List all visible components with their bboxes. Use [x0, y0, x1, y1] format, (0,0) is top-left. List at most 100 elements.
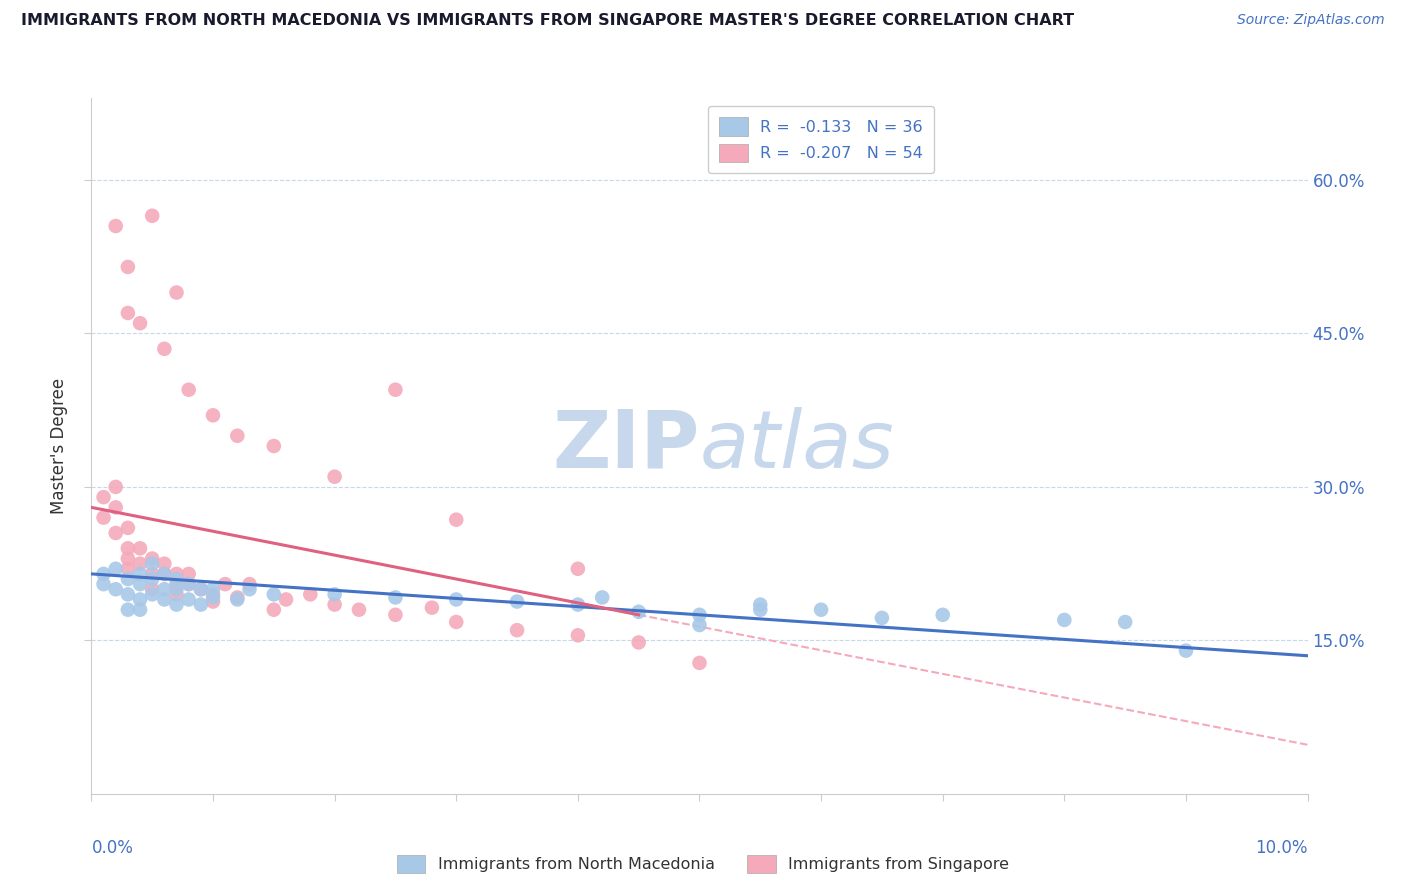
Point: [141, 587, 163, 601]
Point: [323, 469, 346, 483]
Point: [129, 577, 152, 591]
Text: 10.0%: 10.0%: [1256, 839, 1308, 857]
Point: [117, 306, 139, 320]
Point: [1114, 615, 1136, 629]
Point: [93, 566, 115, 581]
Point: [323, 587, 346, 601]
Point: [567, 628, 589, 642]
Point: [153, 557, 176, 571]
Point: [506, 623, 529, 637]
Point: [238, 582, 260, 597]
Text: 0.0%: 0.0%: [91, 839, 134, 857]
Point: [117, 541, 139, 556]
Text: ZIP: ZIP: [553, 407, 699, 485]
Point: [506, 594, 529, 608]
Point: [202, 409, 225, 423]
Point: [166, 582, 188, 597]
Point: [627, 605, 650, 619]
Point: [153, 342, 176, 356]
Point: [214, 577, 236, 591]
Point: [141, 551, 163, 566]
Point: [177, 592, 200, 607]
Point: [1053, 613, 1076, 627]
Point: [444, 615, 467, 629]
Point: [93, 490, 115, 504]
Point: [153, 566, 176, 581]
Point: [117, 587, 139, 601]
Point: [104, 562, 127, 576]
Point: [931, 607, 953, 622]
Point: [688, 656, 710, 670]
Point: [104, 500, 127, 515]
Point: [177, 383, 200, 397]
Point: [141, 572, 163, 586]
Point: [263, 603, 285, 617]
Point: [444, 592, 467, 607]
Point: [117, 603, 139, 617]
Point: [177, 566, 200, 581]
Point: [299, 587, 322, 601]
Point: [202, 591, 225, 605]
Point: [347, 603, 370, 617]
Point: [591, 591, 613, 605]
Point: [190, 598, 212, 612]
Point: [129, 316, 152, 330]
Point: [226, 591, 249, 605]
Y-axis label: Master's Degree: Master's Degree: [51, 378, 69, 514]
Point: [104, 480, 127, 494]
Point: [104, 582, 127, 597]
Text: atlas: atlas: [699, 407, 894, 485]
Point: [117, 521, 139, 535]
Point: [384, 383, 406, 397]
Point: [226, 429, 249, 443]
Point: [810, 603, 832, 617]
Legend: R =  -0.133   N = 36, R =  -0.207   N = 54: R = -0.133 N = 36, R = -0.207 N = 54: [707, 106, 935, 173]
Point: [129, 603, 152, 617]
Point: [166, 566, 188, 581]
Point: [93, 577, 115, 591]
Point: [202, 587, 225, 601]
Point: [166, 285, 188, 300]
Point: [141, 557, 163, 571]
Point: [129, 566, 152, 581]
Point: [117, 572, 139, 586]
Point: [190, 582, 212, 597]
Point: [117, 260, 139, 274]
Point: [177, 577, 200, 591]
Point: [384, 591, 406, 605]
Point: [166, 587, 188, 601]
Text: IMMIGRANTS FROM NORTH MACEDONIA VS IMMIGRANTS FROM SINGAPORE MASTER'S DEGREE COR: IMMIGRANTS FROM NORTH MACEDONIA VS IMMIG…: [21, 13, 1074, 29]
Point: [749, 598, 772, 612]
Point: [226, 592, 249, 607]
Point: [567, 562, 589, 576]
Point: [274, 592, 297, 607]
Point: [104, 219, 127, 233]
Point: [93, 510, 115, 524]
Point: [420, 600, 443, 615]
Legend: Immigrants from North Macedonia, Immigrants from Singapore: Immigrants from North Macedonia, Immigra…: [389, 848, 1017, 880]
Point: [263, 439, 285, 453]
Point: [166, 577, 188, 591]
Text: Source: ZipAtlas.com: Source: ZipAtlas.com: [1237, 13, 1385, 28]
Point: [1174, 643, 1197, 657]
Point: [117, 562, 139, 576]
Point: [141, 582, 163, 597]
Point: [153, 566, 176, 581]
Point: [104, 526, 127, 541]
Point: [153, 592, 176, 607]
Point: [141, 209, 163, 223]
Point: [129, 557, 152, 571]
Point: [177, 577, 200, 591]
Point: [166, 598, 188, 612]
Point: [153, 582, 176, 597]
Point: [141, 566, 163, 581]
Point: [166, 572, 188, 586]
Point: [202, 582, 225, 597]
Point: [129, 541, 152, 556]
Point: [117, 551, 139, 566]
Point: [870, 611, 893, 625]
Point: [384, 607, 406, 622]
Point: [444, 513, 467, 527]
Point: [263, 587, 285, 601]
Point: [688, 618, 710, 632]
